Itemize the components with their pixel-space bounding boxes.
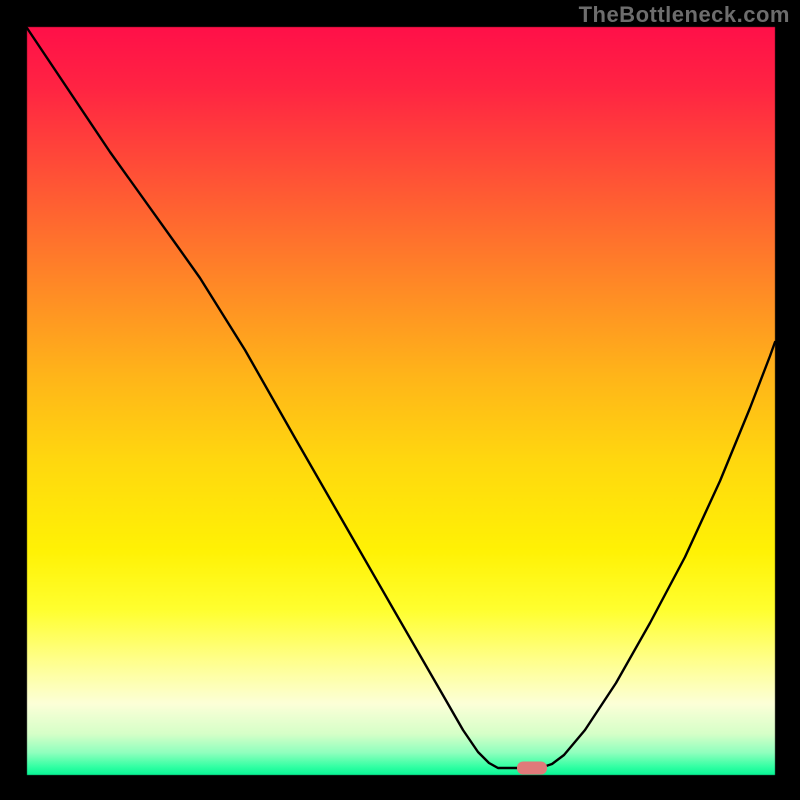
watermark-text: TheBottleneck.com <box>579 2 790 28</box>
gradient-plot-background <box>0 0 800 800</box>
